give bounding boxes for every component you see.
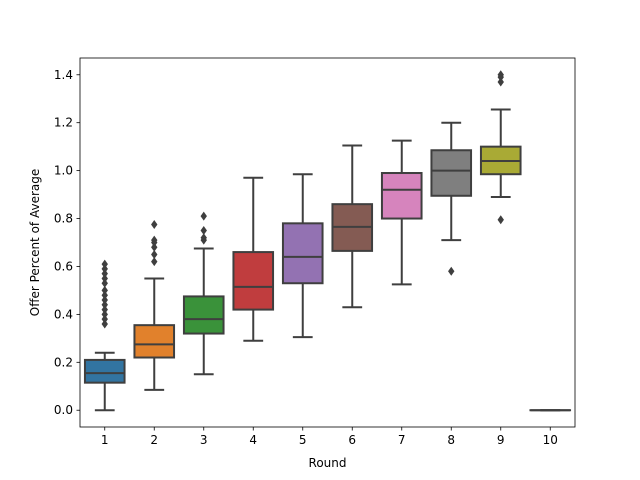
x-tick-label: 5: [299, 433, 307, 447]
outlier-point: [151, 242, 158, 252]
x-tick-label: 8: [447, 433, 455, 447]
x-tick-label: 4: [249, 433, 257, 447]
outlier-point: [101, 285, 108, 295]
outlier-point: [101, 319, 108, 329]
outlier-point: [101, 259, 108, 269]
outlier-point: [151, 249, 158, 259]
outlier-point: [200, 233, 207, 243]
y-tick-label: 0.6: [54, 259, 73, 273]
y-tick-label: 0.4: [54, 307, 73, 321]
x-tick-label: 1: [101, 433, 109, 447]
outlier-point: [101, 309, 108, 319]
x-tick-label: 10: [543, 433, 558, 447]
x-tick-label: 9: [497, 433, 505, 447]
x-tick-label: 7: [398, 433, 406, 447]
outlier-point: [101, 273, 108, 283]
outlier-point: [101, 314, 108, 324]
outlier-point: [200, 226, 207, 236]
x-tick-label: 3: [200, 433, 208, 447]
outlier-point: [200, 211, 207, 221]
y-axis-label: Offer Percent of Average: [28, 169, 42, 316]
y-tick-label: 0.8: [54, 212, 73, 226]
x-axis-label: Round: [309, 456, 347, 470]
x-tick-label: 6: [348, 433, 356, 447]
box-round-2: [133, 324, 176, 359]
box-round-5: [281, 222, 324, 285]
plot-area: 0.0 0.2 0.4 0.6 0.8 1.0 1.2 1.4 1 2 3 4 5 6 7 8 9 10: [54, 68, 572, 447]
box-round-3: [182, 295, 225, 335]
axes-frame: [79, 57, 576, 428]
y-tick-label: 0.0: [54, 403, 73, 417]
outlier-point: [101, 264, 108, 274]
y-tick-label: 1.0: [54, 164, 73, 178]
outlier-point: [151, 257, 158, 267]
outlier-point: [101, 305, 108, 315]
box-round-7: [380, 172, 423, 220]
outlier-point: [101, 278, 108, 288]
y-tick-label: 1.2: [54, 116, 73, 130]
outlier-point: [151, 220, 158, 230]
outlier-point: [101, 295, 108, 305]
y-tick-label: 0.2: [54, 355, 73, 369]
outlier-point: [448, 266, 455, 276]
box-round-8: [430, 149, 473, 197]
outlier-point: [497, 215, 504, 225]
y-tick-label: 1.4: [54, 68, 73, 82]
outlier-point: [101, 269, 108, 279]
x-tick-label: 2: [150, 433, 158, 447]
box-round-1: [83, 358, 126, 384]
outlier-point: [101, 300, 108, 310]
outlier-point: [101, 290, 108, 300]
outlier-point: [497, 77, 504, 87]
outlier-point: [151, 235, 158, 245]
box-round-4: [232, 251, 275, 311]
outlier-point: [497, 70, 504, 80]
